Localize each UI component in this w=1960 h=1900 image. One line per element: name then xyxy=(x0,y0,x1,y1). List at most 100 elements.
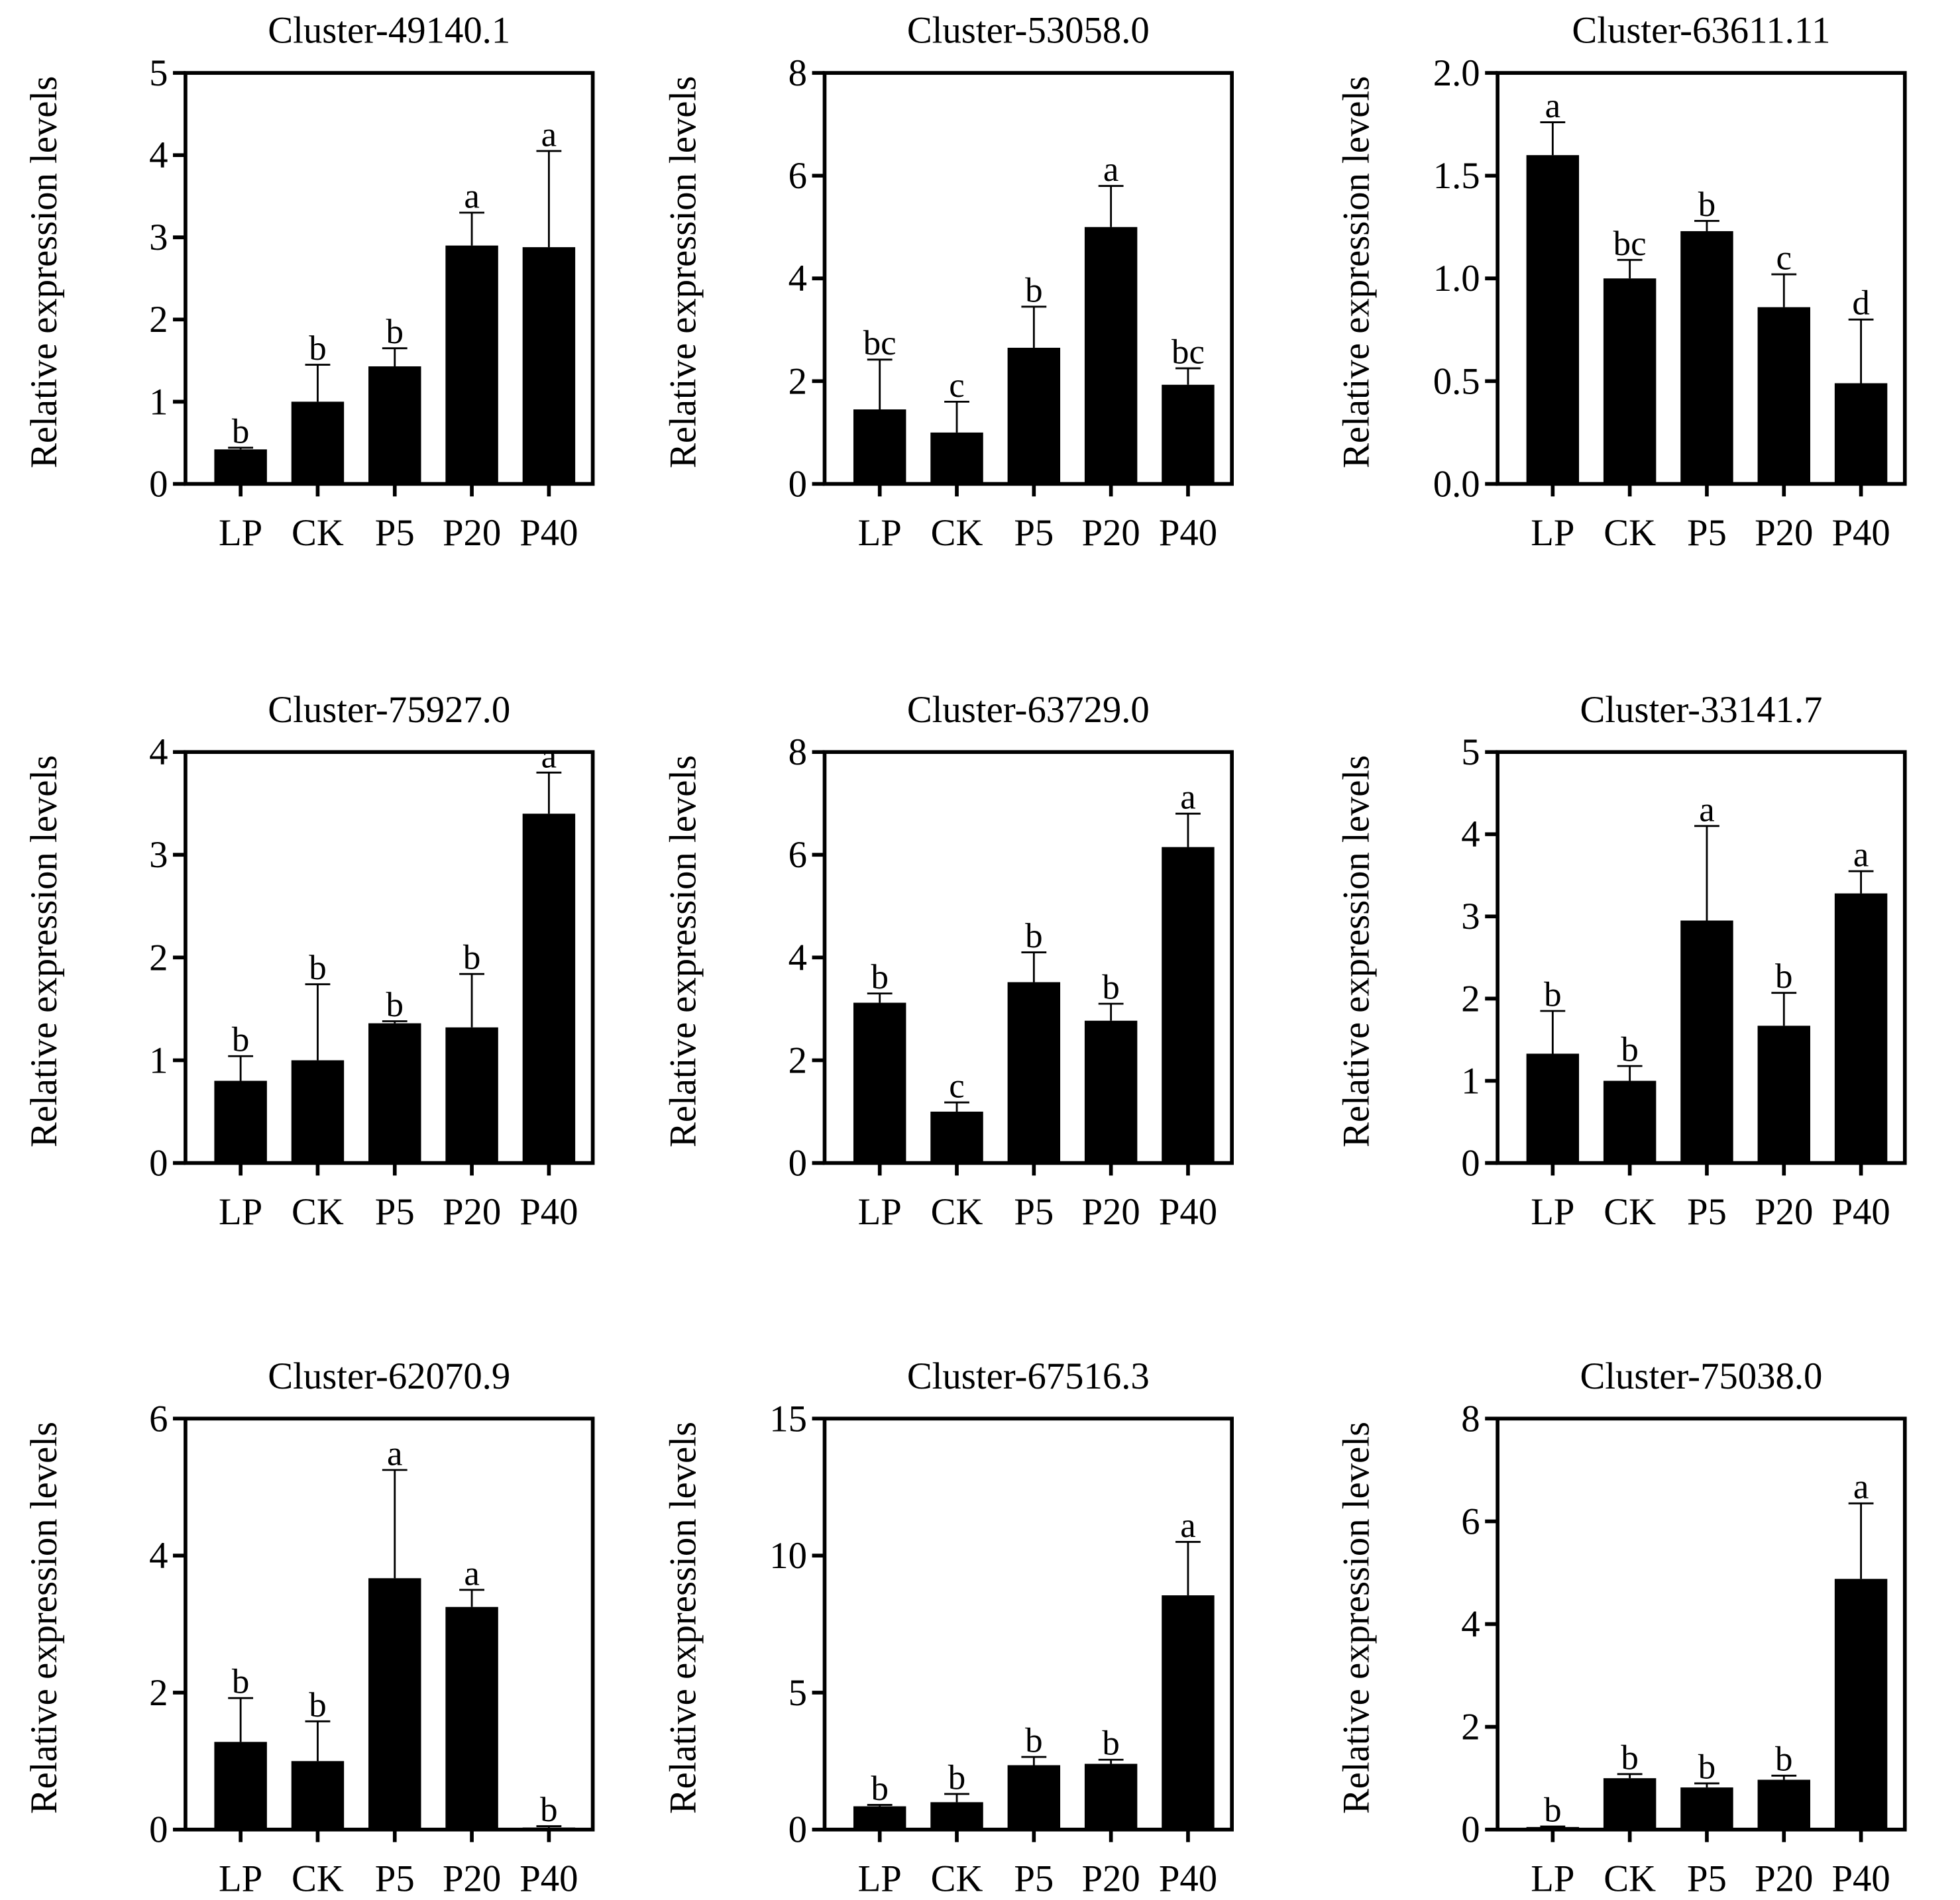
bar xyxy=(1834,893,1888,1163)
bar xyxy=(1162,847,1215,1163)
x-tick-label: P20 xyxy=(1755,1858,1813,1899)
chart-panel: Cluster-62070.9 Relative expression level… xyxy=(23,1355,595,1899)
chart-title: Cluster-75038.0 xyxy=(1580,1355,1822,1397)
significance-letter: a xyxy=(1853,836,1869,874)
significance-letter: b xyxy=(1544,1791,1561,1829)
bar xyxy=(1757,307,1810,484)
bar xyxy=(1007,1765,1061,1830)
significance-letter: b xyxy=(1025,917,1042,955)
x-tick-label: P5 xyxy=(375,1191,415,1233)
x-tick-label: P5 xyxy=(1687,1191,1727,1233)
significance-letter: b xyxy=(232,1663,249,1701)
significance-letter: b xyxy=(1621,1738,1638,1777)
y-tick-label: 4 xyxy=(789,258,807,299)
y-tick-label: 0 xyxy=(149,463,168,505)
bar xyxy=(445,1607,498,1830)
y-axis-label: Relative expression levels xyxy=(1335,1422,1377,1814)
significance-letter: c xyxy=(949,1067,965,1105)
y-axis-label: Relative expression levels xyxy=(23,1422,65,1814)
bar xyxy=(445,245,498,484)
bar xyxy=(522,814,576,1163)
y-tick-label: 3 xyxy=(1461,896,1480,937)
significance-letter: bc xyxy=(1171,333,1205,371)
y-tick-label: 2 xyxy=(789,360,807,402)
bar xyxy=(1680,1787,1733,1830)
x-tick-label: P20 xyxy=(1082,512,1140,554)
bar xyxy=(1526,1826,1580,1830)
significance-letter: c xyxy=(949,366,965,405)
bar xyxy=(930,432,983,484)
y-tick-label: 4 xyxy=(149,134,168,176)
bar xyxy=(1007,347,1061,484)
x-tick-label: CK xyxy=(1604,1858,1656,1899)
y-tick-label: 2 xyxy=(149,1672,168,1714)
bar xyxy=(368,366,421,484)
x-tick-label: P20 xyxy=(443,1191,501,1233)
bar xyxy=(1526,1053,1580,1163)
x-tick-label: P20 xyxy=(443,1858,501,1899)
significance-letter: bc xyxy=(1613,225,1647,263)
y-tick-label: 0 xyxy=(789,1142,807,1184)
x-tick-label: P40 xyxy=(1831,1191,1890,1233)
x-tick-label: P40 xyxy=(1831,1858,1890,1899)
bar xyxy=(1526,155,1580,484)
bar xyxy=(853,1002,906,1163)
significance-letter: b xyxy=(232,412,249,450)
y-tick-label: 0 xyxy=(1461,1142,1480,1184)
y-tick-label: 0 xyxy=(1461,1809,1480,1851)
bar xyxy=(291,401,345,484)
significance-letter: b xyxy=(386,986,404,1024)
y-tick-label: 6 xyxy=(789,155,807,197)
significance-letter: b xyxy=(1544,975,1561,1014)
significance-letter: a xyxy=(1545,87,1561,125)
x-tick-label: LP xyxy=(219,512,262,554)
chart-panel: Cluster-63729.0 Relative expression level… xyxy=(663,689,1234,1233)
chart-panel: Cluster-75038.0 Relative expression level… xyxy=(1335,1355,1907,1899)
bar xyxy=(214,1742,267,1830)
y-tick-label: 4 xyxy=(1461,1603,1480,1645)
significance-letter: b xyxy=(871,958,888,996)
x-tick-label: LP xyxy=(858,1191,902,1233)
x-tick-label: P40 xyxy=(1831,512,1890,554)
y-tick-label: 2 xyxy=(789,1039,807,1081)
bar xyxy=(1084,227,1138,484)
bar xyxy=(291,1761,345,1830)
significance-letter: b xyxy=(1775,957,1792,996)
significance-letter: a xyxy=(541,115,557,154)
x-tick-label: P5 xyxy=(1687,512,1727,554)
chart-panel: Cluster-33141.7 Relative expression level… xyxy=(1335,689,1907,1233)
y-tick-label: 8 xyxy=(789,52,807,94)
x-tick-label: CK xyxy=(931,1191,983,1233)
x-tick-label: CK xyxy=(931,512,983,554)
y-tick-label: 4 xyxy=(149,1535,168,1577)
bar xyxy=(214,449,267,484)
y-tick-label: 0.5 xyxy=(1433,360,1480,402)
significance-letter: a xyxy=(1103,150,1119,189)
y-tick-label: 2 xyxy=(1461,978,1480,1020)
significance-letter: b xyxy=(948,1758,965,1797)
x-tick-label: CK xyxy=(292,1191,344,1233)
y-tick-label: 0 xyxy=(149,1142,168,1184)
significance-letter: b xyxy=(386,313,404,351)
x-tick-label: P5 xyxy=(375,1858,415,1899)
bar xyxy=(368,1578,421,1830)
x-tick-label: LP xyxy=(858,1858,902,1899)
chart-title: Cluster-62070.9 xyxy=(268,1355,510,1397)
chart-panel: Cluster-49140.1 Relative expression level… xyxy=(23,10,595,554)
bar xyxy=(853,1806,906,1830)
chart-title: Cluster-67516.3 xyxy=(907,1355,1150,1397)
significance-letter: b xyxy=(1775,1740,1792,1779)
bar xyxy=(1603,1081,1657,1163)
significance-letter: a xyxy=(464,177,480,215)
y-tick-label: 6 xyxy=(149,1398,168,1440)
significance-letter: b xyxy=(309,1686,326,1724)
y-tick-label: 1.0 xyxy=(1433,258,1480,299)
y-tick-label: 2 xyxy=(149,937,168,978)
x-tick-label: CK xyxy=(292,512,344,554)
chart-panel: Cluster-67516.3 Relative expression level… xyxy=(663,1355,1234,1899)
bar xyxy=(368,1023,421,1163)
y-tick-label: 4 xyxy=(149,731,168,773)
bar xyxy=(1162,1595,1215,1830)
x-tick-label: CK xyxy=(931,1858,983,1899)
